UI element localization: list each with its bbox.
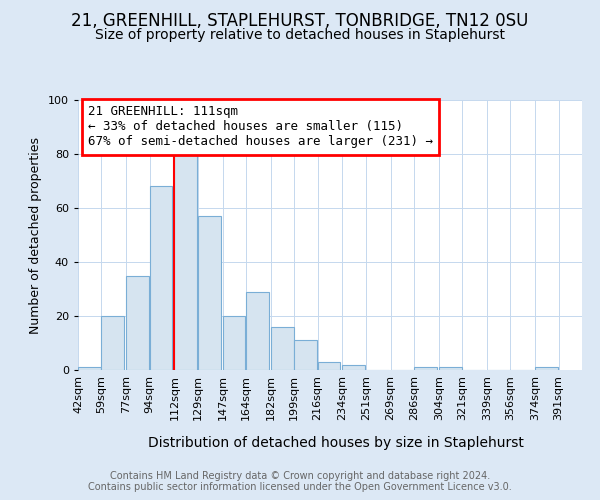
Bar: [198, 216, 221, 370]
Bar: [149, 186, 172, 370]
Bar: [414, 368, 437, 370]
Text: Contains HM Land Registry data © Crown copyright and database right 2024.: Contains HM Land Registry data © Crown c…: [110, 471, 490, 481]
Text: 21 GREENHILL: 111sqm
← 33% of detached houses are smaller (115)
67% of semi-deta: 21 GREENHILL: 111sqm ← 33% of detached h…: [88, 106, 433, 148]
Text: Size of property relative to detached houses in Staplehurst: Size of property relative to detached ho…: [95, 28, 505, 42]
Text: 21, GREENHILL, STAPLEHURST, TONBRIDGE, TN12 0SU: 21, GREENHILL, STAPLEHURST, TONBRIDGE, T…: [71, 12, 529, 30]
Text: Contains public sector information licensed under the Open Government Licence v3: Contains public sector information licen…: [88, 482, 512, 492]
Bar: [439, 368, 461, 370]
Bar: [101, 316, 124, 370]
Bar: [294, 340, 317, 370]
Bar: [78, 368, 101, 370]
Bar: [223, 316, 245, 370]
Text: Distribution of detached houses by size in Staplehurst: Distribution of detached houses by size …: [148, 436, 524, 450]
Bar: [343, 364, 365, 370]
Y-axis label: Number of detached properties: Number of detached properties: [29, 136, 43, 334]
Bar: [246, 292, 269, 370]
Bar: [317, 362, 340, 370]
Bar: [271, 327, 293, 370]
Bar: [126, 276, 149, 370]
Bar: [175, 143, 197, 370]
Bar: [535, 368, 558, 370]
